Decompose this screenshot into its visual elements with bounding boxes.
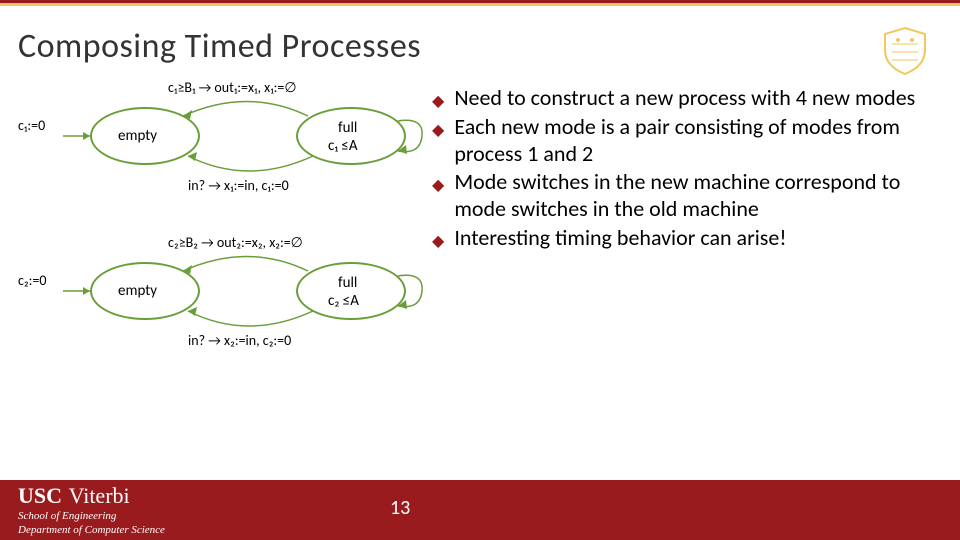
page-title: Composing Timed Processes — [0, 6, 960, 67]
bullet-list: ◆ Need to construct a new process with 4… — [432, 81, 932, 391]
diamond-bullet-icon: ◆ — [432, 92, 444, 112]
usc-shield-logo — [880, 26, 930, 76]
node-label-guard-1: c₁ ≤A — [328, 137, 358, 155]
footer-dept: Department of Computer Science — [18, 524, 165, 537]
node-label-empty-2: empty — [118, 282, 157, 300]
edge-top-1: c₁≥B₁ → out₁:=x₁, x₁:=∅ — [168, 79, 297, 96]
node-label-guard-2: c₂ ≤A — [328, 292, 359, 310]
node-label-full-2: full — [338, 274, 357, 292]
bullet-item: ◆ Interesting timing behavior can arise! — [432, 225, 932, 252]
page-number: 13 — [390, 496, 410, 520]
state-diagrams-column: c₁:=0 empty full c₁ ≤A c₁≥B₁ → out₁:=x₁,… — [12, 81, 432, 391]
edge-top-2: c₂≥B₂ → out₂:=x₂, x₂:=∅ — [168, 234, 303, 251]
bullet-text: Each new mode is a pair consisting of mo… — [454, 114, 932, 168]
bullet-text: Need to construct a new process with 4 n… — [454, 85, 915, 112]
edge-bottom-2: in? → x₂:=in, c₂:=0 — [188, 332, 291, 349]
bullet-item: ◆ Mode switches in the new machine corre… — [432, 169, 932, 223]
node-label-full-1: full — [338, 119, 357, 137]
footer-text-block: USC Viterbi School of Engineering Depart… — [18, 483, 165, 536]
bullet-text: Mode switches in the new machine corresp… — [454, 169, 932, 223]
footer-school: School of Engineering — [18, 510, 165, 523]
diamond-bullet-icon: ◆ — [432, 232, 444, 252]
edge-bottom-1: in? → x₁:=in, c₁:=0 — [188, 177, 289, 194]
diamond-bullet-icon: ◆ — [432, 176, 444, 196]
bullet-item: ◆ Each new mode is a pair consisting of … — [432, 114, 932, 168]
footer-viterbi: Viterbi — [69, 483, 130, 508]
bullet-text: Interesting timing behavior can arise! — [454, 225, 786, 252]
bullet-item: ◆ Need to construct a new process with 4… — [432, 85, 932, 112]
footer-usc: USC — [18, 483, 62, 508]
state-diagram-2: c₂:=0 empty full c₂ ≤A c₂≥B₂ → out₂:=x₂,… — [18, 236, 428, 391]
content-area: c₁:=0 empty full c₁ ≤A c₁≥B₁ → out₁:=x₁,… — [0, 67, 960, 391]
diamond-bullet-icon: ◆ — [432, 121, 444, 141]
node-label-empty-1: empty — [118, 127, 157, 145]
init-label-1: c₁:=0 — [18, 117, 45, 134]
footer-bar: USC Viterbi School of Engineering Depart… — [0, 480, 960, 540]
init-label-2: c₂:=0 — [18, 272, 46, 289]
state-diagram-1: c₁:=0 empty full c₁ ≤A c₁≥B₁ → out₁:=x₁,… — [18, 81, 428, 236]
